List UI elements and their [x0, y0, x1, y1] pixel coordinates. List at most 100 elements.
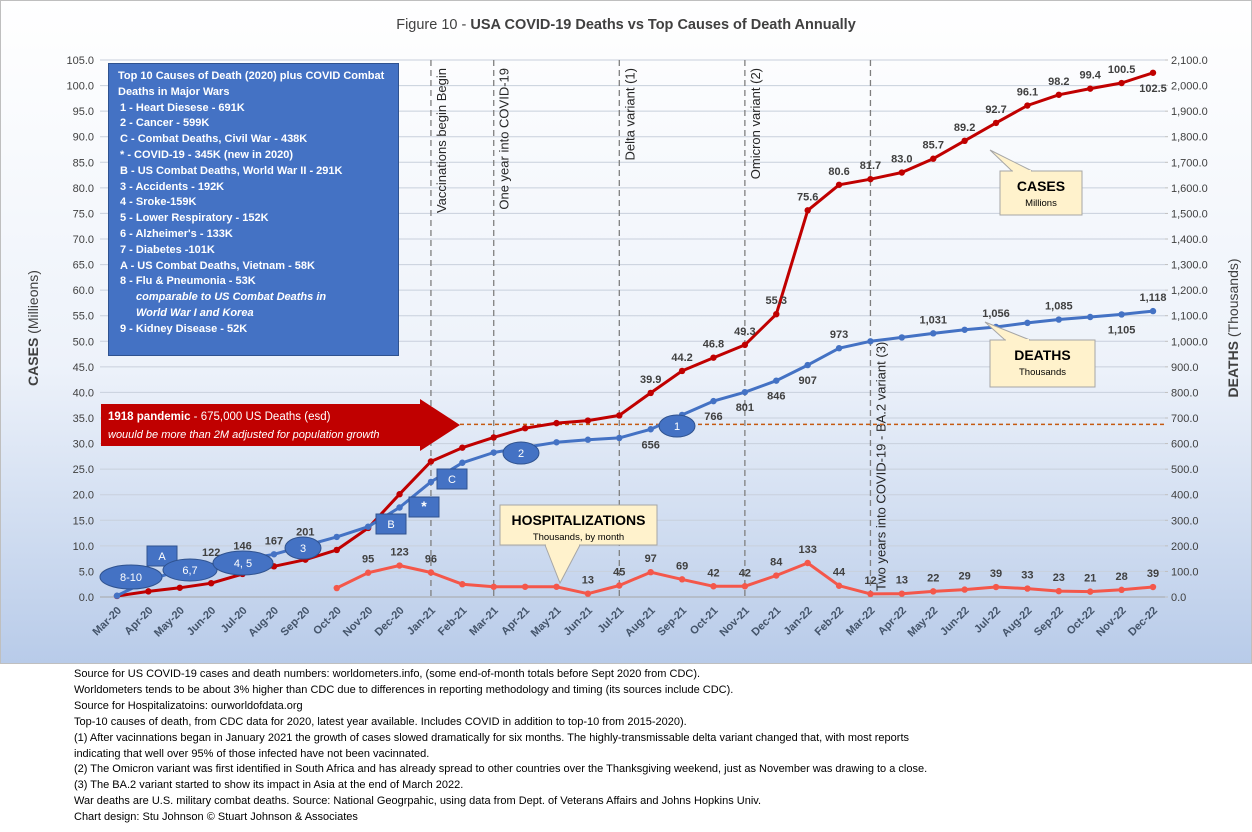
data-label: 49.3: [734, 326, 755, 338]
y-tick-label: 85.0: [73, 157, 94, 169]
cause-marker: [212, 550, 274, 576]
footnote-line: (3) The BA.2 variant started to show its…: [74, 779, 464, 792]
data-point: [867, 175, 874, 183]
data-label: 28: [1115, 571, 1127, 583]
data-label: 92.7: [985, 104, 1006, 116]
data-point: [584, 436, 592, 443]
data-point: [1118, 79, 1125, 87]
data-label: 167: [265, 535, 283, 547]
y2-tick-label: 1,700.0: [1171, 157, 1208, 169]
data-point: [427, 569, 435, 576]
data-point: [1055, 587, 1063, 595]
data-label: 83.0: [891, 154, 912, 166]
data-label: 44.2: [671, 352, 692, 364]
data-point: [898, 334, 906, 341]
y2-tick-label: 200.0: [1171, 541, 1199, 553]
data-point: [1024, 319, 1031, 327]
data-point: [1087, 313, 1094, 321]
footnote-line: Source for US COVID-19 cases and death n…: [74, 668, 701, 680]
y-tick-label: 90.0: [73, 132, 94, 144]
data-point: [459, 581, 466, 588]
data-label: 96: [425, 553, 437, 565]
chart-title: Figure 10 - USA COVID-19 Deaths vs Top C…: [396, 17, 856, 33]
data-point: [1087, 588, 1094, 595]
data-point: [553, 419, 560, 427]
y2-tick-label: 0.0: [1171, 592, 1186, 604]
footnote-line: indicating that well over 95% of those i…: [74, 747, 430, 760]
y-tick-label: 65.0: [73, 260, 94, 272]
data-point: [145, 588, 152, 595]
data-point: [773, 377, 780, 384]
y2-tick-label: 700.0: [1171, 413, 1199, 425]
data-point: [270, 551, 278, 558]
data-point: [961, 326, 968, 333]
data-label: 100.5: [1108, 64, 1136, 76]
y-tick-label: 0.0: [79, 592, 94, 604]
data-label: 42: [707, 567, 719, 579]
data-point: [521, 583, 529, 590]
data-point: [835, 582, 843, 589]
y-tick-label: 105.0: [66, 55, 94, 67]
data-label: 33: [1021, 570, 1033, 582]
data-point: [364, 569, 372, 576]
data-label: 12: [864, 575, 876, 587]
data-point: [333, 584, 340, 592]
data-label: 75.6: [797, 191, 818, 203]
data-point: [490, 434, 497, 441]
reference-note: wouuld be more than 2M adjusted for popu…: [108, 429, 380, 441]
cause-marker: [99, 564, 163, 590]
data-point: [333, 546, 340, 554]
data-point: [804, 559, 811, 567]
legend-unit: Thousands: [1019, 367, 1066, 378]
data-label: 98.2: [1048, 76, 1069, 88]
y2-tick-label: 400.0: [1171, 490, 1199, 502]
y-axis-title: CASES (Millieons): [25, 270, 41, 386]
data-point: [1087, 85, 1094, 92]
y-axis-title-unit: (Millieons): [25, 270, 41, 334]
y2-tick-label: 100.0: [1171, 566, 1199, 578]
cause-marker-label: 2: [518, 448, 524, 460]
data-label: 44: [833, 567, 846, 579]
data-label: 201: [296, 527, 314, 539]
chart: Figure 10 - USA COVID-19 Deaths vs Top C…: [0, 0, 1252, 664]
data-point: [1149, 69, 1157, 76]
legend-entry: HOSPITALIZATIONS: [511, 512, 645, 528]
data-label: 1,056: [982, 308, 1010, 320]
cause-marker-label: 1: [674, 421, 680, 433]
legend-note: comparable to US Combat Deaths in: [136, 291, 327, 304]
y-axis-title-main: CASES: [25, 338, 41, 386]
data-point: [710, 354, 717, 361]
y2-tick-label: 300.0: [1171, 515, 1199, 527]
callout-box: [989, 339, 1096, 388]
data-label: 97: [645, 553, 657, 565]
series-line: [116, 71, 1154, 598]
reference-label-detail: - 675,000 US Deaths (esd): [190, 411, 330, 423]
data-point: [364, 523, 372, 530]
legend-entry: DEATHS: [1014, 347, 1071, 363]
legend-item: 8 - Flu & Pneumonia - 53K: [120, 275, 256, 288]
data-label: 22: [927, 572, 939, 584]
y2-tick-label: 2,000.0: [1171, 81, 1208, 93]
data-point: [616, 582, 623, 589]
y-tick-label: 20.0: [73, 490, 94, 502]
data-point: [647, 568, 654, 576]
y-tick-label: 25.0: [73, 464, 94, 476]
data-point: [804, 361, 811, 369]
data-label: 29: [959, 571, 971, 583]
y-tick-label: 30.0: [73, 439, 94, 451]
reference-arrow: [101, 399, 460, 451]
data-label: 80.6: [828, 166, 849, 178]
y2-tick-label: 500.0: [1171, 464, 1199, 476]
data-point: [459, 444, 466, 451]
data-point: [867, 338, 874, 345]
data-label: 1,031: [919, 314, 947, 326]
legend-unit: Millions: [1025, 198, 1057, 209]
data-label: 69: [676, 560, 688, 572]
y2-tick-label: 1,800.0: [1171, 132, 1208, 144]
legend-entry: CASES: [1017, 178, 1065, 194]
footnote-line: Top-10 causes of death, from CDC data fo…: [74, 715, 687, 728]
legend-title: Top 10 Causes of Death (2020) plus COVID…: [118, 70, 385, 98]
y2-tick-label: 900.0: [1171, 362, 1199, 374]
data-point: [741, 583, 749, 590]
data-point: [898, 169, 906, 176]
